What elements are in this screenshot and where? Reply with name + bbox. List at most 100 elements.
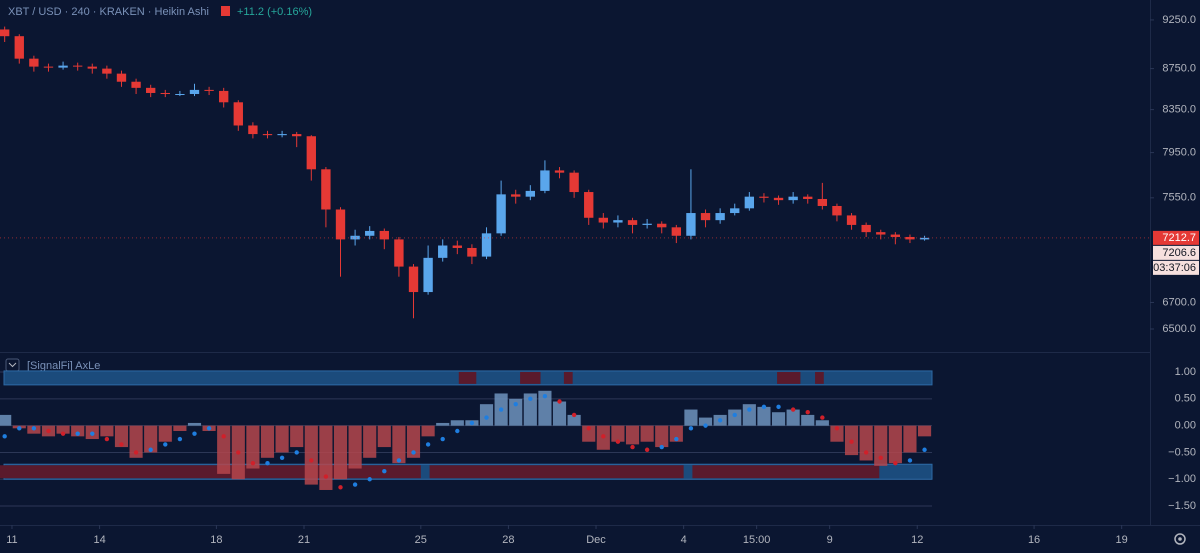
candle-body [365, 230, 375, 236]
signal-dot [455, 428, 460, 434]
signal-dot [309, 458, 314, 463]
candle-body [525, 190, 535, 197]
signal-dot [542, 393, 548, 399]
x-tick-label: 14 [93, 534, 105, 546]
signal-dot [820, 415, 825, 420]
candle-body [87, 66, 97, 69]
histogram-bar [917, 425, 932, 437]
histogram-bar [742, 404, 756, 426]
histogram-bar [509, 398, 523, 426]
candle-body [715, 213, 725, 221]
signal-dot [805, 410, 810, 415]
histogram-bar [0, 414, 12, 426]
candle-body [131, 81, 141, 88]
signal-dot [790, 407, 796, 412]
y-tick-label: −0.50 [1168, 446, 1196, 458]
y-tick-label: 6700.0 [1162, 296, 1196, 308]
x-tick-label: 28 [502, 534, 514, 546]
candle-body [219, 90, 229, 103]
candle-body [598, 217, 608, 223]
signal-dot [396, 458, 402, 463]
y-tick-label: 7950.0 [1162, 147, 1196, 159]
histogram-bar [669, 425, 683, 442]
signal-dot [601, 434, 606, 439]
last-price-label: 7212.7 [1162, 232, 1196, 244]
histogram-bar [625, 425, 640, 445]
candle-body [0, 29, 10, 37]
signal-dot [571, 412, 577, 418]
candle-body [292, 134, 302, 137]
signal-dot [31, 426, 37, 431]
y-tick-label: 0.50 [1175, 393, 1196, 405]
histogram-bar [786, 409, 800, 426]
histogram-bar [436, 422, 450, 426]
candle-body [146, 87, 156, 93]
candle-body [569, 172, 579, 193]
histogram-bar [582, 425, 596, 442]
candle-body [481, 233, 492, 257]
candle-body [671, 227, 682, 236]
candle-body [744, 196, 755, 209]
histogram-bar [421, 425, 435, 437]
y-tick-label: 8750.0 [1162, 63, 1196, 75]
signal-dot [557, 399, 562, 404]
candle-body [613, 220, 623, 223]
histogram-bar [173, 425, 187, 431]
candle-body [803, 196, 813, 199]
candle-body [262, 134, 273, 136]
signal-dot [717, 418, 723, 423]
y-tick-label: 6500.0 [1162, 323, 1196, 335]
histogram-bar [640, 425, 654, 442]
histogram-bar [479, 404, 494, 426]
settings-icon[interactable] [1174, 533, 1186, 545]
y-tick-label: −1.50 [1168, 500, 1196, 512]
signal-range [520, 371, 541, 384]
signal-dot [17, 426, 22, 431]
flag-icon[interactable] [221, 6, 230, 16]
candle-body [759, 196, 769, 198]
signal-dot [148, 447, 153, 452]
candle-body [102, 68, 112, 74]
signal-dot [294, 450, 299, 455]
signal-dot [907, 458, 913, 463]
x-tick-label: 9 [827, 534, 833, 546]
last-price-box [1153, 230, 1199, 245]
histogram-bar [830, 425, 844, 442]
signal-range [777, 371, 801, 384]
histogram-bar [538, 390, 552, 426]
signal-dot [732, 412, 737, 418]
histogram-bar [290, 425, 304, 448]
x-tick-label: 12 [911, 534, 923, 546]
histogram-bar [319, 425, 333, 490]
candle-body [58, 65, 68, 68]
signal-dot [513, 401, 518, 407]
gear [1174, 533, 1186, 545]
signal-dot [133, 450, 139, 455]
signal-dot [206, 426, 212, 431]
signal-dot [586, 426, 591, 431]
signal-dot [878, 455, 883, 461]
signal-dot [849, 439, 854, 444]
symbol-title[interactable]: XBT / USD · 240 · KRAKEN · Heikin Ashi [8, 6, 209, 18]
candle-body [306, 136, 316, 170]
x-tick-label: 25 [415, 534, 427, 546]
signal-dot [192, 431, 197, 436]
signal-dot [75, 431, 80, 436]
candle-body [788, 196, 798, 201]
price-change: +11.2 (+0.16%) [237, 6, 312, 18]
signal-dot [60, 431, 66, 436]
signal-dot [703, 423, 708, 428]
signal-dot [338, 485, 343, 490]
y-tick-label: 8350.0 [1162, 104, 1196, 116]
histogram-bar [246, 425, 260, 469]
histogram-bar [56, 425, 70, 434]
signal-range [458, 371, 477, 384]
signal-dot [674, 436, 679, 442]
signal-dot [615, 439, 621, 444]
candle-body [438, 245, 448, 258]
histogram-bar [728, 409, 742, 426]
histogram-bar [523, 393, 537, 426]
histogram-bar [158, 425, 172, 442]
candle-body [160, 92, 170, 95]
